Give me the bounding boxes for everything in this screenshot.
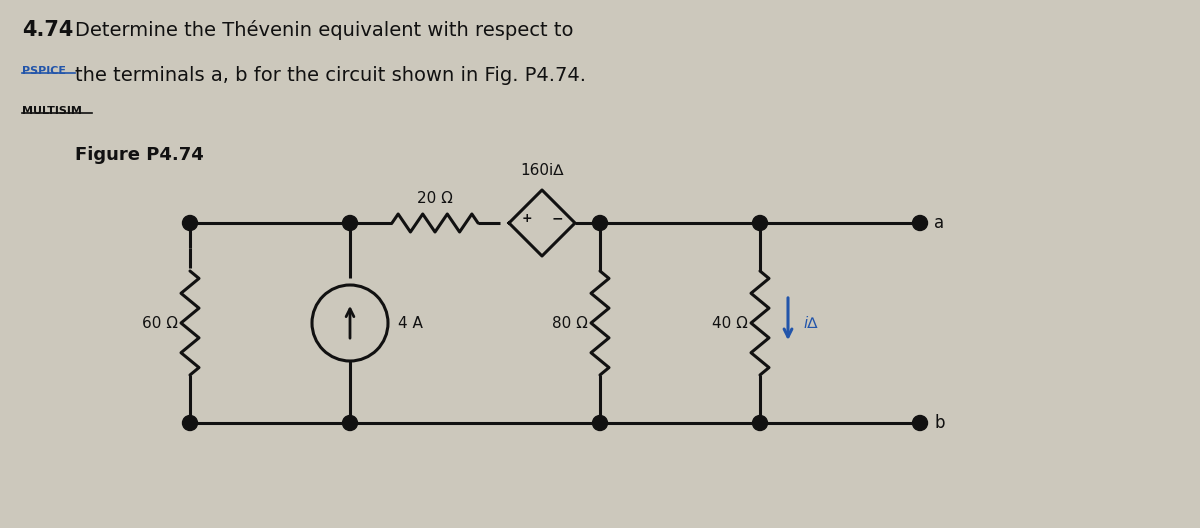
Text: 40 Ω: 40 Ω — [712, 316, 748, 331]
Text: +: + — [522, 212, 533, 224]
Text: MULTISIM: MULTISIM — [22, 106, 82, 116]
Text: 4.74: 4.74 — [22, 20, 73, 40]
Circle shape — [182, 416, 198, 430]
Text: the terminals a, b for the circuit shown in Fig. P4.74.: the terminals a, b for the circuit shown… — [74, 66, 586, 85]
Circle shape — [912, 416, 928, 430]
Text: PSPICE: PSPICE — [22, 66, 66, 76]
Circle shape — [593, 215, 607, 231]
Circle shape — [182, 215, 198, 231]
Text: i∆: i∆ — [803, 316, 817, 331]
Text: 160i∆: 160i∆ — [521, 163, 564, 178]
Circle shape — [752, 416, 768, 430]
Text: a: a — [934, 214, 944, 232]
Text: Figure P4.74: Figure P4.74 — [74, 146, 204, 164]
Text: 4 A: 4 A — [398, 316, 422, 331]
Circle shape — [593, 416, 607, 430]
Text: 60 Ω: 60 Ω — [142, 316, 178, 331]
Circle shape — [342, 215, 358, 231]
Text: −: − — [551, 211, 563, 225]
Circle shape — [912, 215, 928, 231]
Text: b: b — [934, 414, 944, 432]
Circle shape — [752, 215, 768, 231]
Text: 80 Ω: 80 Ω — [552, 316, 588, 331]
Text: 20 Ω: 20 Ω — [418, 191, 452, 206]
Circle shape — [342, 416, 358, 430]
Text: Determine the Thévenin equivalent with respect to: Determine the Thévenin equivalent with r… — [74, 20, 574, 40]
